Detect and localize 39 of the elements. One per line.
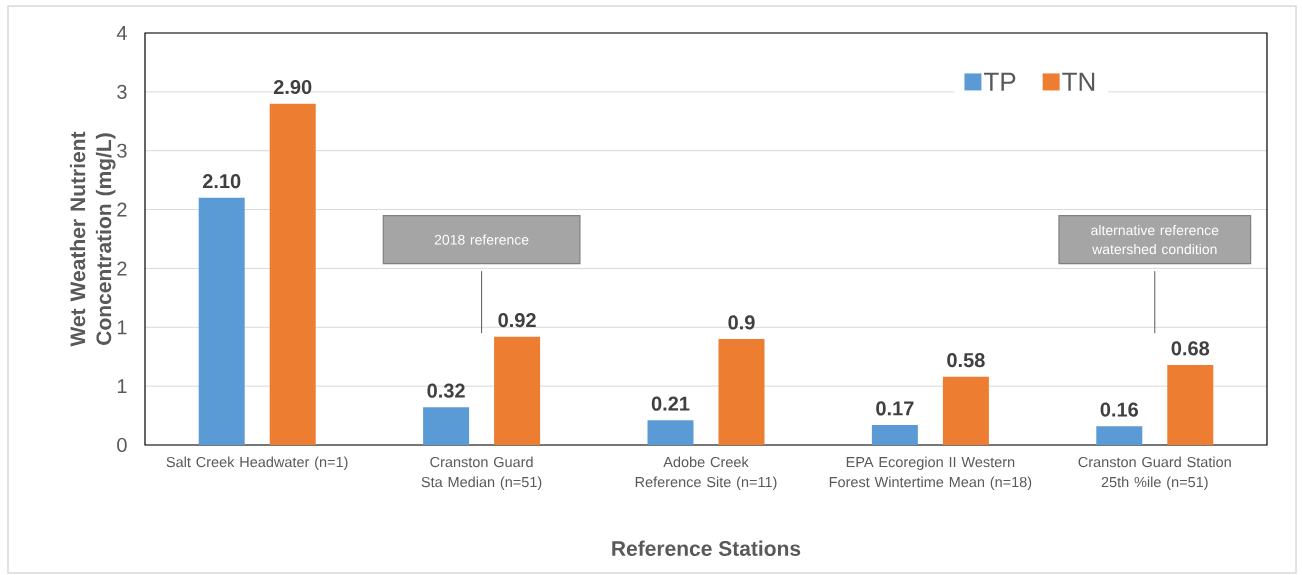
data-label: 0.21 (651, 396, 690, 411)
data-label: 0.92 (498, 313, 536, 328)
x-tick-label: Salt Creek Headwater (n=1) (166, 456, 348, 471)
data-label: 0.32 (427, 383, 465, 398)
y-tick-label: 0 (117, 437, 127, 453)
legend-label: TP (984, 72, 1016, 91)
x-tick-label: Adobe Creek Reference Site (n=11) (635, 456, 777, 491)
bar (269, 103, 316, 445)
bar (198, 197, 245, 445)
y-tick-label: 2 (117, 261, 127, 276)
bar (647, 420, 694, 445)
data-label: 0.17 (876, 401, 914, 416)
x-axis-title: Reference Stations (612, 540, 801, 556)
bar (1096, 426, 1143, 445)
data-label: 0.68 (1171, 341, 1210, 356)
data-label: 0.58 (947, 353, 985, 368)
y-tick-label: 3 (117, 84, 127, 99)
x-tick-label: Cranston Guard Sta Median (n=51) (421, 456, 542, 491)
bar (494, 336, 541, 445)
x-tick-label: Cranston Guard Station 25th %ile (n=51) (1078, 456, 1231, 491)
data-label: 2.90 (273, 79, 312, 95)
bar (942, 376, 989, 445)
annotation: 2018 reference (434, 234, 529, 245)
bar (718, 339, 765, 445)
bar (423, 407, 470, 445)
y-tick-label: 1 (117, 320, 127, 335)
data-label: 2.10 (202, 174, 241, 189)
annotation: alternative reference watershed condition (1091, 224, 1219, 255)
y-axis-title: Wet Weather Nutrient Concentration (mg/L) (69, 131, 116, 347)
y-tick-label: 3 (117, 143, 127, 158)
legend-label: TN (1062, 72, 1095, 91)
data-label: 0.9 (728, 315, 755, 330)
bar (871, 424, 918, 445)
y-tick-label: 1 (117, 379, 127, 394)
bar (1167, 364, 1214, 445)
x-tick-label: EPA Ecoregion II Western Forest Wintertime Mean (n=18) (829, 456, 1032, 491)
y-tick-label: 2 (117, 202, 127, 217)
y-tick-label: 4 (116, 26, 127, 40)
data-label: 0.16 (1100, 402, 1139, 417)
